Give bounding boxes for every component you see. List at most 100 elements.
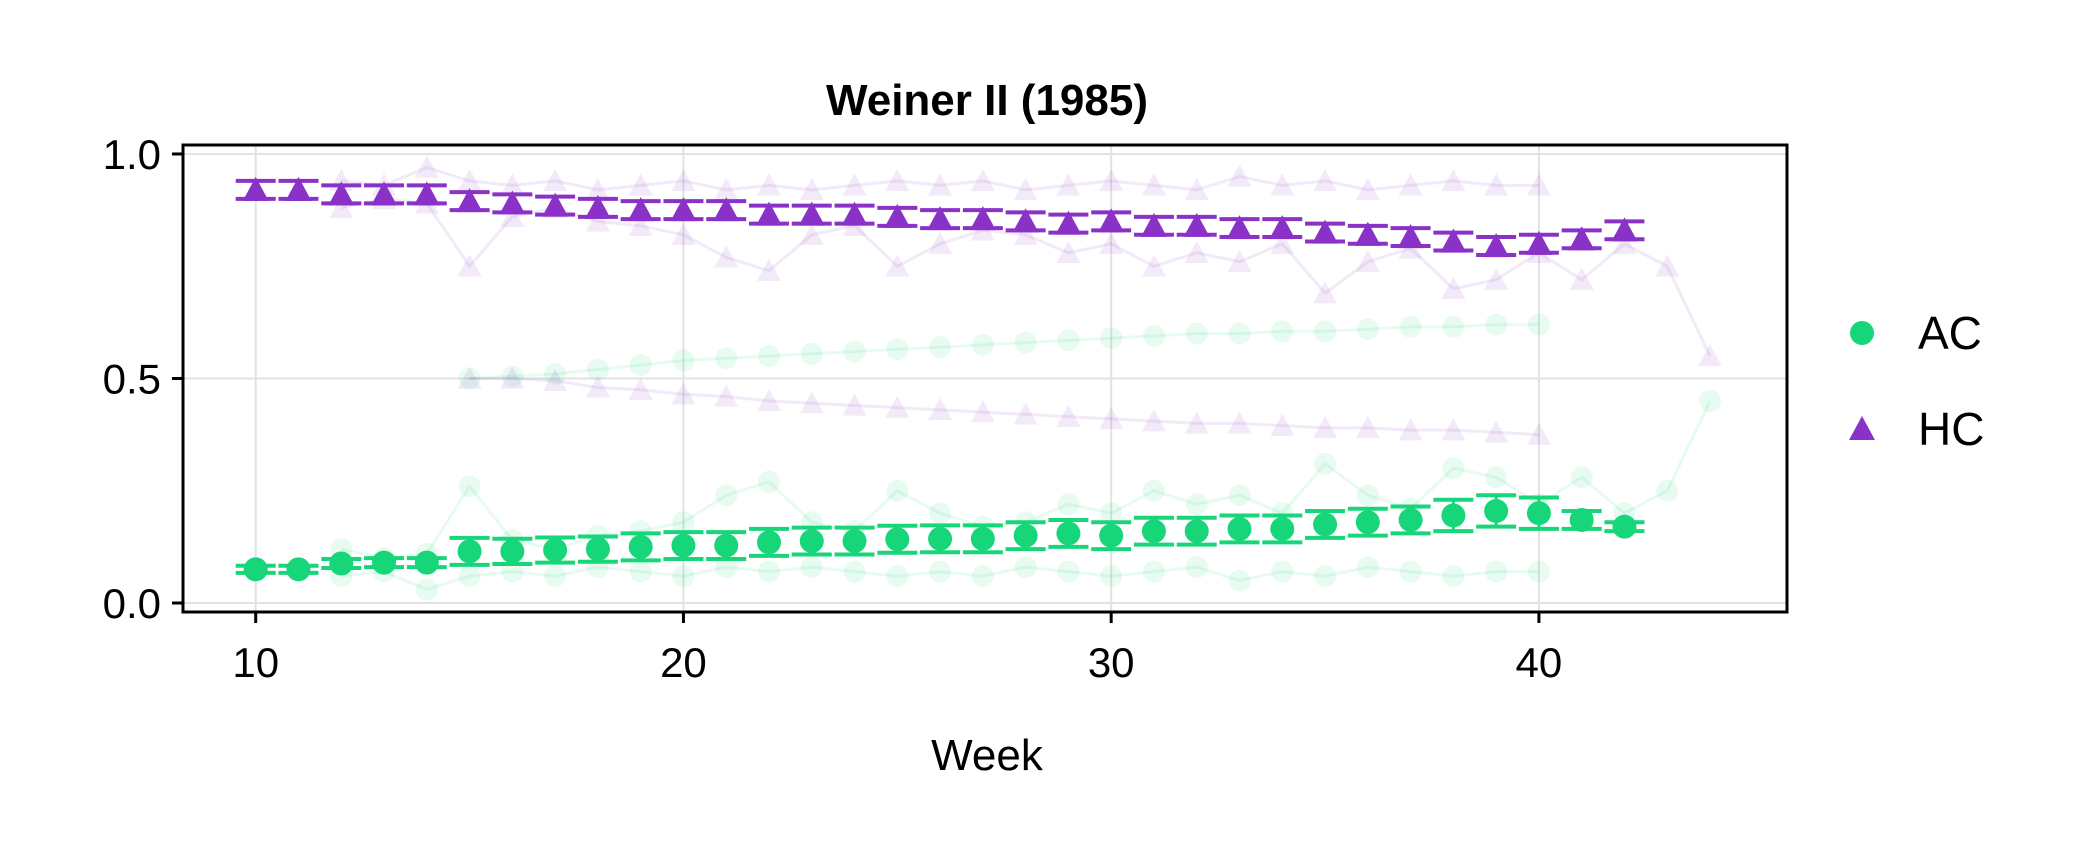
background-line: [341, 165, 1539, 192]
background-point: [1699, 389, 1722, 412]
background-point: [1442, 315, 1465, 338]
background-point: [715, 556, 738, 579]
background-point: [1014, 556, 1037, 579]
data-point-hc: [371, 181, 398, 206]
background-point: [501, 560, 524, 583]
background-point: [886, 565, 909, 588]
data-point-ac: [1313, 512, 1338, 537]
background-point: [1270, 231, 1295, 254]
data-point-hc: [798, 201, 825, 226]
background-point: [756, 173, 781, 196]
data-point-ac: [543, 538, 568, 563]
background-line: [469, 323, 1539, 380]
background-point: [1526, 422, 1551, 445]
background-point: [501, 365, 524, 388]
background-point: [1656, 479, 1679, 502]
background-point: [1485, 560, 1508, 583]
background-point: [1356, 318, 1379, 341]
data-point-hc: [1568, 226, 1595, 251]
data-point-hc: [499, 190, 526, 215]
background-point: [1441, 418, 1466, 441]
background-point: [543, 368, 568, 391]
x-axis: 10 20 30 40: [232, 612, 1562, 686]
background-point: [799, 391, 824, 414]
data-point-ac: [286, 557, 311, 582]
background-point: [1056, 173, 1081, 196]
background-point: [1399, 560, 1422, 583]
background-point: [1270, 413, 1295, 436]
data-point-hc: [1055, 210, 1082, 235]
x-tick-label: 40: [1516, 639, 1563, 686]
background-line: [340, 197, 1712, 357]
background-point: [842, 173, 867, 196]
background-point: [1484, 173, 1509, 196]
data-point-hc: [1354, 221, 1381, 246]
background-point: [970, 400, 995, 423]
background-point: [671, 222, 696, 246]
data-point-hc: [927, 206, 954, 231]
background-point: [1612, 231, 1637, 254]
legend: AC HC: [1849, 307, 1984, 455]
data-point-hc: [1183, 212, 1210, 237]
background-point: [1141, 173, 1166, 196]
background-point: [1057, 329, 1080, 352]
background-point: [757, 560, 780, 583]
background-point: [1228, 569, 1251, 592]
data-point-ac: [1484, 498, 1509, 523]
background-point: [1185, 493, 1208, 516]
background-point: [885, 168, 910, 192]
background-point: [971, 333, 994, 356]
background-point: [1570, 466, 1593, 489]
background-point: [715, 347, 738, 370]
background-point: [886, 338, 909, 361]
background-point: [970, 168, 995, 192]
data-point-ac: [329, 551, 354, 576]
background-point: [1228, 484, 1251, 507]
background-point: [1185, 556, 1208, 579]
background-point: [1228, 322, 1251, 345]
background-point: [928, 231, 953, 254]
background-point: [329, 195, 354, 219]
data-point-ac: [885, 527, 910, 552]
background-point: [1227, 164, 1252, 187]
background-point: [1056, 240, 1081, 263]
background-point: [757, 345, 780, 368]
background-point: [1013, 177, 1038, 201]
background-point: [1099, 231, 1124, 254]
background-point: [1441, 276, 1466, 299]
background-point: [1442, 565, 1465, 588]
data-point-hc: [1525, 230, 1552, 255]
data-point-ac: [1612, 514, 1637, 539]
background-point: [414, 155, 439, 178]
background-point: [628, 213, 653, 237]
data-point-ac: [414, 550, 439, 575]
background-point: [1484, 420, 1509, 443]
background-point: [544, 565, 567, 588]
background-point: [585, 209, 610, 232]
data-point-hc: [969, 206, 996, 231]
legend-marker-hc: [1849, 416, 1875, 441]
background-point: [757, 470, 780, 493]
data-point-ac: [1013, 523, 1038, 548]
background-point: [585, 375, 610, 398]
data-point-hc: [242, 176, 269, 201]
y-axis: 0.0 0.5 1.0: [103, 131, 183, 627]
background-point: [929, 560, 952, 583]
background-point: [928, 397, 953, 421]
y-tick-label: 0.0: [103, 580, 161, 627]
data-point-ac: [1270, 516, 1295, 541]
background-point: [1527, 313, 1550, 336]
background-line: [469, 377, 1539, 437]
background-point: [1142, 324, 1165, 347]
background-point: [586, 358, 609, 381]
background-point: [1355, 249, 1380, 272]
background-point: [1099, 406, 1124, 430]
background-point: [1399, 315, 1422, 338]
background-point: [1141, 409, 1166, 432]
background-point: [1355, 415, 1380, 439]
background-point: [1057, 493, 1080, 516]
data-point-hc: [1012, 208, 1039, 233]
data-point-hc: [1483, 233, 1510, 258]
data-point-hc: [584, 194, 611, 219]
background-point: [1056, 404, 1081, 427]
